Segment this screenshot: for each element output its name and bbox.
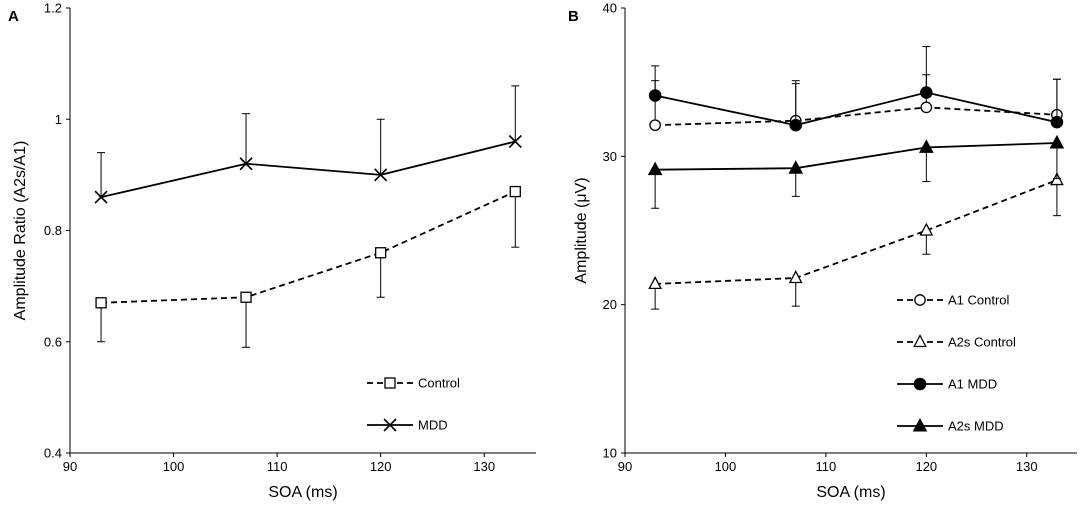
y-axis-label: Amplitude (μV)	[573, 177, 590, 283]
x-tick-label: 120	[370, 459, 392, 474]
legend-marker	[384, 377, 396, 389]
data-point	[788, 160, 804, 174]
data-point	[94, 190, 108, 204]
data-point	[918, 139, 934, 153]
x-tick-label: 100	[163, 459, 185, 474]
y-tick-label: 10	[603, 446, 617, 461]
x-tick-label: 130	[1016, 459, 1038, 474]
data-point	[649, 119, 661, 132]
data-point-stroke-b	[508, 134, 522, 149]
legend-label: MDD	[418, 418, 448, 433]
x-tick-label: 90	[63, 459, 77, 474]
data-point-stroke-b	[374, 168, 388, 182]
legend-entry: A2s MDD	[897, 417, 1004, 434]
series-a2s-mdd	[647, 134, 1065, 209]
y-tick-label: 30	[603, 149, 617, 164]
data-point	[647, 161, 663, 176]
series-control	[95, 185, 521, 348]
legend-marker	[914, 294, 926, 306]
y-tick-label: 40	[603, 1, 617, 16]
series-a1-control	[649, 74, 1063, 132]
series-line	[655, 142, 1057, 171]
series-line	[654, 91, 1058, 127]
data-point	[919, 222, 934, 236]
data-point	[789, 118, 803, 132]
legend-entry: A2s Control	[897, 334, 1016, 350]
data-point-stroke-b	[239, 157, 253, 171]
series-a1-mdd	[648, 46, 1064, 132]
data-point-stroke-b	[94, 190, 108, 204]
legend-marker	[913, 377, 927, 391]
legend-label: A2s MDD	[948, 419, 1004, 434]
data-point	[648, 276, 663, 290]
legend-entry: Control	[367, 376, 460, 391]
legend-entry: MDD	[367, 418, 448, 433]
legend-marker	[913, 334, 927, 348]
data-point	[375, 247, 387, 259]
legend-marker	[912, 417, 928, 432]
panel-label: A	[8, 8, 19, 25]
data-point	[920, 101, 933, 114]
x-tick-label: 120	[915, 459, 937, 474]
data-point	[240, 291, 252, 303]
series-line	[655, 106, 1057, 127]
series-line	[101, 190, 516, 304]
series-mdd	[94, 85, 522, 204]
y-tick-label: 1.2	[44, 1, 62, 16]
y-tick-label: 20	[603, 297, 617, 312]
legend-entry: A1 MDD	[897, 377, 997, 392]
legend-label: A1 MDD	[948, 377, 997, 392]
x-axis-label: SOA (ms)	[268, 484, 337, 501]
x-tick-label: 130	[473, 459, 495, 474]
legend-marker	[383, 418, 397, 432]
data-point	[508, 134, 522, 149]
panel-label: B	[568, 8, 579, 25]
y-tick-label: 0.8	[44, 223, 62, 238]
y-tick-label: 0.4	[44, 446, 62, 461]
series-line	[100, 140, 516, 199]
data-point	[239, 157, 253, 171]
legend-label: A2s Control	[948, 335, 1016, 350]
x-tick-label: 110	[816, 459, 837, 474]
x-tick-label: 100	[715, 459, 737, 474]
data-point	[788, 270, 803, 284]
series-a2s-control	[648, 172, 1064, 310]
data-point	[1049, 134, 1065, 149]
x-tick-label: 90	[618, 459, 632, 474]
data-point	[1050, 115, 1064, 129]
legend-entry: A1 Control	[897, 293, 1010, 308]
chart-panel-a: A 0.4 0.6 0.8 1 1.2 90 100 110 120 130 SOA (ms) Ampl…	[8, 1, 536, 501]
legend-marker-stroke-b	[383, 418, 397, 432]
data-point	[509, 185, 521, 198]
legend-label: Control	[418, 376, 460, 391]
x-axis-label: SOA (ms)	[816, 484, 885, 501]
y-tick-label: 0.6	[44, 334, 62, 349]
x-tick-label: 110	[267, 459, 288, 474]
chart-panel-b: B 10 20 30 40 90 100 110 120 130 SOA (ms) Amplitude…	[568, 1, 1077, 501]
y-axis-label: Amplitude Ratio (A2s/A1)	[12, 141, 29, 321]
data-point	[374, 168, 388, 182]
data-point	[95, 297, 107, 309]
series-line	[655, 179, 1058, 285]
data-point	[648, 89, 662, 102]
y-tick-label: 1	[55, 112, 62, 127]
legend-label: A1 Control	[948, 293, 1010, 308]
data-point	[920, 86, 933, 99]
